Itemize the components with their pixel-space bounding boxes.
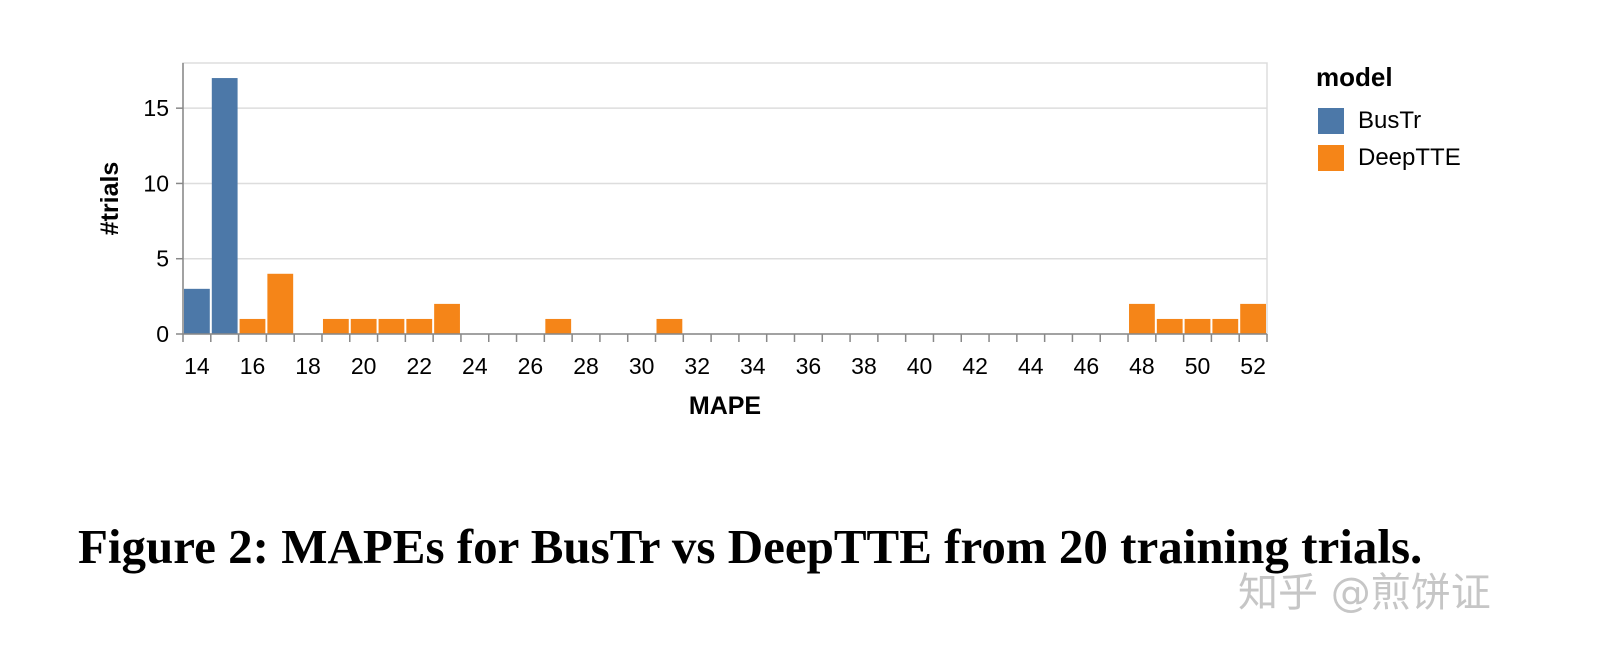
x-tick-label: 52 [1240,353,1266,379]
bar-deeptte [1240,303,1266,334]
bar-deeptte [378,318,405,334]
bar-deeptte [1184,318,1211,334]
legend-title: model [1316,62,1393,92]
x-tick-label: 48 [1129,353,1155,379]
x-tick-label: 32 [684,353,710,379]
y-tick-label: 0 [156,321,169,347]
histogram-chart: 0 5 10 15 14 16 18 20 22 24 26 28 30 32 34 36 38 40 42 44 46… [96,62,1461,420]
bar-deeptte [1212,318,1239,334]
bar-deeptte [656,318,683,334]
x-tick-label: 26 [518,353,544,379]
x-tick-label: 14 [184,353,210,379]
x-tick-label: 46 [1074,353,1100,379]
x-tick-label: 34 [740,353,766,379]
x-tick-label: 42 [962,353,988,379]
bar-bustr [211,78,238,334]
y-tick-label: 10 [143,170,169,196]
x-tick-label: 30 [629,353,655,379]
y-axis-title: #trials [96,162,124,236]
bar-deeptte [350,318,377,334]
x-tick-label: 36 [796,353,822,379]
x-tick-label: 20 [351,353,377,379]
bar-deeptte [239,318,266,334]
legend: model BusTr DeepTTE [1316,62,1461,171]
y-tick-label: 5 [156,246,169,272]
bar-bustr [184,288,210,334]
x-tick-label: 38 [851,353,877,379]
plot-frame [182,62,1268,335]
bar-deeptte [434,303,460,334]
legend-swatch-deeptte [1318,145,1344,171]
bar-deeptte [267,273,294,334]
x-tick-label: 22 [406,353,432,379]
bar-deeptte [406,318,433,334]
legend-label-deeptte: DeepTTE [1358,144,1461,171]
x-tick-label: 50 [1185,353,1211,379]
x-tick-label: 16 [240,353,266,379]
plot-area: 0 5 10 15 14 16 18 20 22 24 26 28 30 32 34 36 38 40 42 44 46… [143,62,1268,379]
bar-deeptte [1129,303,1155,334]
x-axis-title: MAPE [689,392,761,420]
watermark: 知乎 @煎饼证 [1238,570,1491,616]
bar-deeptte [545,318,572,334]
figure-caption: Figure 2: MAPEs for BusTr vs DeepTTE fro… [78,519,1423,574]
x-tick-label: 28 [573,353,599,379]
x-tick-label: 44 [1018,353,1044,379]
x-tick-label: 18 [295,353,321,379]
legend-swatch-bustr [1318,108,1344,134]
legend-label-bustr: BusTr [1358,107,1421,134]
bar-deeptte [1156,318,1183,334]
bar-deeptte [322,318,349,334]
y-tick-label: 15 [143,95,169,121]
x-tick-label: 24 [462,353,488,379]
x-tick-label: 40 [907,353,933,379]
